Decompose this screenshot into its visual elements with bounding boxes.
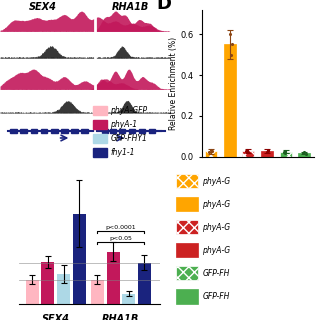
Bar bbox=[149, 129, 155, 133]
Point bbox=[264, 150, 269, 155]
Bar bbox=[26, 280, 39, 304]
Text: p<0.0001: p<0.0001 bbox=[106, 225, 136, 230]
Text: D: D bbox=[157, 0, 172, 13]
FancyBboxPatch shape bbox=[176, 243, 198, 257]
Bar bbox=[298, 153, 310, 157]
Text: phyA-G: phyA-G bbox=[202, 177, 230, 186]
FancyBboxPatch shape bbox=[176, 197, 198, 211]
Point bbox=[304, 151, 309, 156]
Bar bbox=[242, 151, 254, 157]
Text: fhy1-1: fhy1-1 bbox=[110, 148, 135, 157]
Bar bbox=[139, 129, 145, 133]
Bar bbox=[57, 274, 70, 304]
Bar bbox=[30, 129, 37, 133]
Point bbox=[282, 148, 287, 153]
Bar bbox=[205, 151, 217, 157]
Text: p<0.05: p<0.05 bbox=[109, 236, 132, 241]
Point bbox=[206, 150, 212, 155]
Bar bbox=[224, 44, 236, 157]
Text: GFP-FH: GFP-FH bbox=[202, 292, 230, 301]
Point bbox=[266, 148, 271, 153]
Point bbox=[265, 148, 270, 154]
Bar bbox=[20, 129, 27, 133]
Point bbox=[229, 42, 234, 47]
Text: phyA-GFP: phyA-GFP bbox=[110, 106, 148, 115]
FancyBboxPatch shape bbox=[176, 266, 198, 280]
Y-axis label: Relative Enrichment (%): Relative Enrichment (%) bbox=[169, 36, 178, 130]
Bar bbox=[280, 152, 292, 157]
Bar bbox=[138, 263, 151, 304]
Point bbox=[245, 148, 250, 153]
Bar bbox=[119, 129, 125, 133]
Point bbox=[283, 150, 288, 155]
Bar bbox=[129, 129, 135, 133]
Bar bbox=[71, 129, 78, 133]
Point bbox=[228, 52, 233, 57]
Bar bbox=[91, 280, 104, 304]
Text: RHA1B: RHA1B bbox=[112, 2, 149, 12]
Point bbox=[301, 149, 307, 155]
Point bbox=[281, 149, 286, 154]
Bar bbox=[93, 134, 107, 143]
Bar bbox=[81, 129, 88, 133]
FancyBboxPatch shape bbox=[176, 220, 198, 234]
Bar bbox=[122, 293, 135, 304]
Bar bbox=[110, 129, 116, 133]
Bar bbox=[10, 129, 17, 133]
Text: phyA-1: phyA-1 bbox=[110, 120, 138, 129]
Point bbox=[246, 150, 251, 155]
Bar bbox=[107, 252, 120, 304]
Point bbox=[300, 150, 306, 155]
Bar bbox=[93, 106, 107, 115]
Point bbox=[210, 148, 215, 154]
Text: GFP-FH: GFP-FH bbox=[202, 269, 230, 278]
Bar bbox=[51, 129, 58, 133]
Text: GFP-FHY1: GFP-FHY1 bbox=[110, 134, 147, 143]
Point bbox=[244, 148, 249, 154]
Bar bbox=[41, 129, 47, 133]
Bar bbox=[41, 262, 54, 304]
Text: phyA-G: phyA-G bbox=[202, 200, 230, 209]
Bar bbox=[261, 151, 273, 157]
Point bbox=[208, 148, 213, 153]
Text: SEX4: SEX4 bbox=[28, 2, 56, 12]
Bar bbox=[102, 129, 108, 133]
Point bbox=[227, 32, 232, 37]
Text: phyA-G: phyA-G bbox=[202, 223, 230, 232]
FancyBboxPatch shape bbox=[176, 174, 198, 188]
Bar bbox=[73, 214, 86, 304]
Bar bbox=[93, 120, 107, 129]
Bar bbox=[61, 129, 68, 133]
Text: phyA-G: phyA-G bbox=[202, 246, 230, 255]
FancyBboxPatch shape bbox=[176, 289, 198, 303]
Bar bbox=[93, 148, 107, 157]
